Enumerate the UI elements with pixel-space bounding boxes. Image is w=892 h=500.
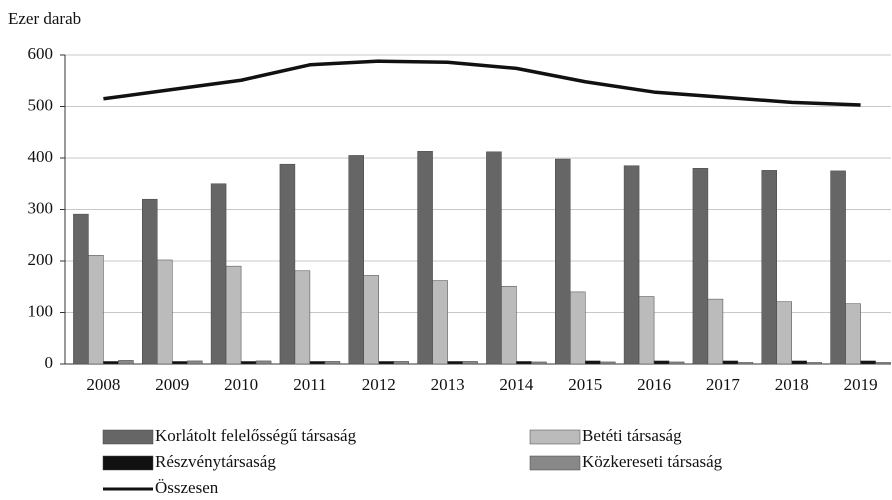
bar: [806, 362, 822, 365]
bar: [462, 361, 478, 365]
bar: [600, 361, 616, 365]
bar: [279, 163, 296, 365]
x-tick-label: 2013: [431, 375, 465, 394]
x-tick-label: 2018: [775, 375, 809, 394]
bar: [187, 360, 203, 365]
legend-label: Korlátolt felelősségű társaság: [155, 426, 357, 445]
x-tick-label: 2010: [224, 375, 258, 394]
y-tick-label: 500: [28, 95, 54, 114]
bar: [875, 362, 891, 365]
bar: [623, 165, 640, 365]
y-tick-label: 300: [28, 198, 54, 217]
y-tick-label: 200: [28, 250, 54, 269]
y-tick-label: 600: [28, 44, 54, 63]
bar: [88, 255, 104, 365]
legend-swatch: [529, 455, 581, 471]
bar: [378, 361, 394, 365]
line: [103, 59, 861, 107]
legend-swatch: [102, 429, 154, 445]
bar: [432, 280, 448, 365]
bar: [73, 213, 89, 365]
bar: [516, 361, 532, 365]
bar: [324, 361, 341, 365]
bar: [157, 259, 173, 365]
bar: [240, 361, 257, 365]
bar: [103, 361, 119, 365]
bar: [255, 360, 272, 365]
bar: [555, 158, 571, 365]
x-tick-label: 2012: [362, 375, 396, 394]
bar: [118, 360, 134, 365]
bar: [776, 301, 792, 365]
bar: [486, 151, 502, 365]
bar: [707, 298, 724, 365]
bar: [142, 198, 158, 365]
bar: [570, 291, 586, 365]
y-tick-label: 400: [28, 147, 54, 166]
bar: [309, 361, 326, 365]
bar: [585, 360, 601, 365]
x-tick-label: 2011: [293, 375, 326, 394]
bar: [761, 170, 777, 365]
y-tick-label: 100: [28, 301, 54, 320]
bar: [225, 265, 242, 365]
bar: [501, 285, 517, 365]
bar: [737, 362, 754, 365]
bar: [210, 183, 227, 365]
x-tick-label: 2015: [568, 375, 602, 394]
bar: [294, 270, 311, 365]
legend-label: Közkereseti társaság: [582, 452, 723, 471]
bar: [860, 360, 876, 365]
bar: [692, 168, 709, 365]
x-tick-label: 2014: [499, 375, 534, 394]
bar: [531, 361, 547, 365]
bar: [845, 303, 861, 365]
bar: [447, 361, 463, 365]
bar: [722, 360, 739, 365]
bar: [830, 170, 846, 365]
y-tick-label: 0: [45, 353, 54, 372]
bar: [653, 360, 670, 365]
bar: [791, 360, 807, 365]
x-tick-label: 2017: [706, 375, 741, 394]
legend-swatch: [102, 455, 154, 471]
x-tick-label: 2019: [844, 375, 878, 394]
x-tick-label: 2009: [155, 375, 189, 394]
bar: [638, 296, 655, 365]
legend-swatch: [529, 429, 581, 445]
bar: [172, 361, 188, 365]
x-tick-label: 2008: [86, 375, 120, 394]
legend-label: Betéti társaság: [582, 426, 682, 445]
legend-label: Összesen: [155, 478, 219, 497]
bar: [363, 275, 379, 365]
y-axis-label: Ezer darab: [8, 9, 81, 28]
bar: [348, 155, 364, 365]
bar: [668, 361, 685, 365]
bar: [417, 151, 433, 365]
x-tick-label: 2016: [637, 375, 671, 394]
bar: [393, 361, 409, 365]
legend-label: Részvénytársaság: [155, 452, 276, 471]
